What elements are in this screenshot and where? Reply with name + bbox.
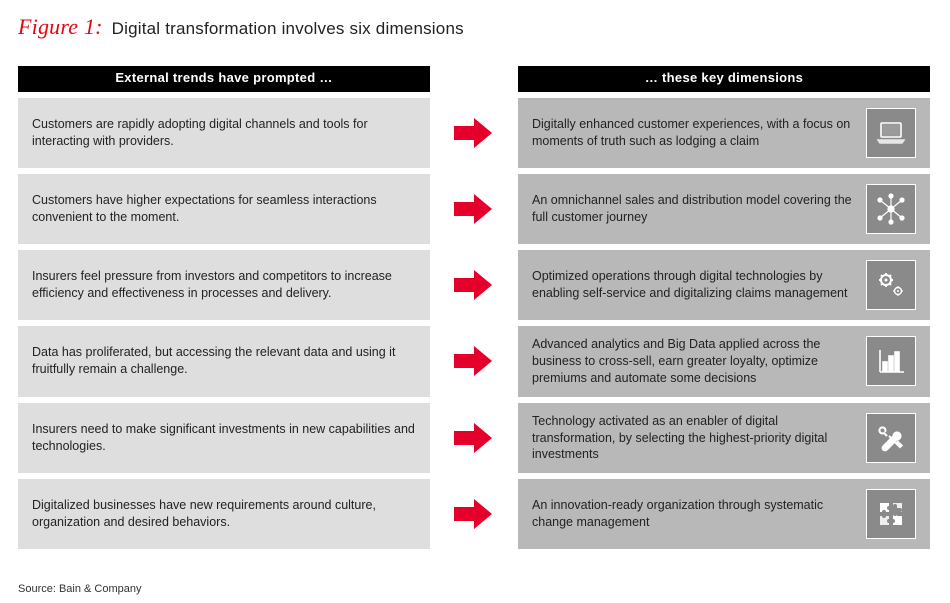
figure-caption: Digital transformation involves six dime… bbox=[112, 19, 464, 38]
barchart-icon bbox=[866, 336, 916, 386]
arrow-icon bbox=[454, 499, 494, 529]
trend-text: Digitalized businesses have new requirem… bbox=[32, 497, 416, 531]
dimension-text: An omnichannel sales and distribution mo… bbox=[532, 192, 856, 226]
network-icon bbox=[866, 184, 916, 234]
dimension-cell: Optimized operations through digital tec… bbox=[518, 250, 930, 320]
arrow-cell bbox=[444, 326, 504, 397]
arrow-icon bbox=[454, 118, 494, 148]
figure-title: Figure 1: Digital transformation involve… bbox=[18, 14, 932, 40]
dimension-text: Technology activated as an enabler of di… bbox=[532, 413, 856, 464]
dimension-text: Optimized operations through digital tec… bbox=[532, 268, 856, 302]
dimension-cell: An innovation-ready organization through… bbox=[518, 479, 930, 549]
puzzle-icon bbox=[866, 489, 916, 539]
arrow-cell bbox=[444, 98, 504, 168]
trend-text: Insurers need to make significant invest… bbox=[32, 421, 416, 455]
dimension-cell: Digitally enhanced customer experiences,… bbox=[518, 98, 930, 168]
arrow-cell bbox=[444, 174, 504, 244]
trend-text: Insurers feel pressure from investors an… bbox=[32, 268, 416, 302]
laptop-icon bbox=[866, 108, 916, 158]
two-column-layout: External trends have prompted … … these … bbox=[18, 66, 932, 555]
gears-icon bbox=[866, 260, 916, 310]
right-column-header: … these key dimensions bbox=[518, 66, 930, 92]
trend-cell: Digitalized businesses have new requirem… bbox=[18, 479, 430, 549]
left-column-header: External trends have prompted … bbox=[18, 66, 430, 92]
trend-cell: Data has proliferated, but accessing the… bbox=[18, 326, 430, 397]
header-spacer bbox=[444, 66, 504, 92]
figure-label: Figure 1: bbox=[18, 14, 103, 39]
trend-cell: Insurers need to make significant invest… bbox=[18, 403, 430, 474]
trend-cell: Customers have higher expectations for s… bbox=[18, 174, 430, 244]
arrow-cell bbox=[444, 403, 504, 474]
trend-text: Data has proliferated, but accessing the… bbox=[32, 344, 416, 378]
dimension-cell: Technology activated as an enabler of di… bbox=[518, 403, 930, 474]
trend-cell: Insurers feel pressure from investors an… bbox=[18, 250, 430, 320]
trend-cell: Customers are rapidly adopting digital c… bbox=[18, 98, 430, 168]
arrow-icon bbox=[454, 423, 494, 453]
dimension-text: Advanced analytics and Big Data applied … bbox=[532, 336, 856, 387]
dimension-cell: Advanced analytics and Big Data applied … bbox=[518, 326, 930, 397]
arrow-icon bbox=[454, 346, 494, 376]
arrow-icon bbox=[454, 270, 494, 300]
trend-text: Customers have higher expectations for s… bbox=[32, 192, 416, 226]
dimension-text: Digitally enhanced customer experiences,… bbox=[532, 116, 856, 150]
arrow-cell bbox=[444, 250, 504, 320]
arrow-cell bbox=[444, 479, 504, 549]
trend-text: Customers are rapidly adopting digital c… bbox=[32, 116, 416, 150]
dimension-cell: An omnichannel sales and distribution mo… bbox=[518, 174, 930, 244]
tools-icon bbox=[866, 413, 916, 463]
source-text: Source: Bain & Company bbox=[18, 583, 142, 595]
dimension-text: An innovation-ready organization through… bbox=[532, 497, 856, 531]
arrow-icon bbox=[454, 194, 494, 224]
